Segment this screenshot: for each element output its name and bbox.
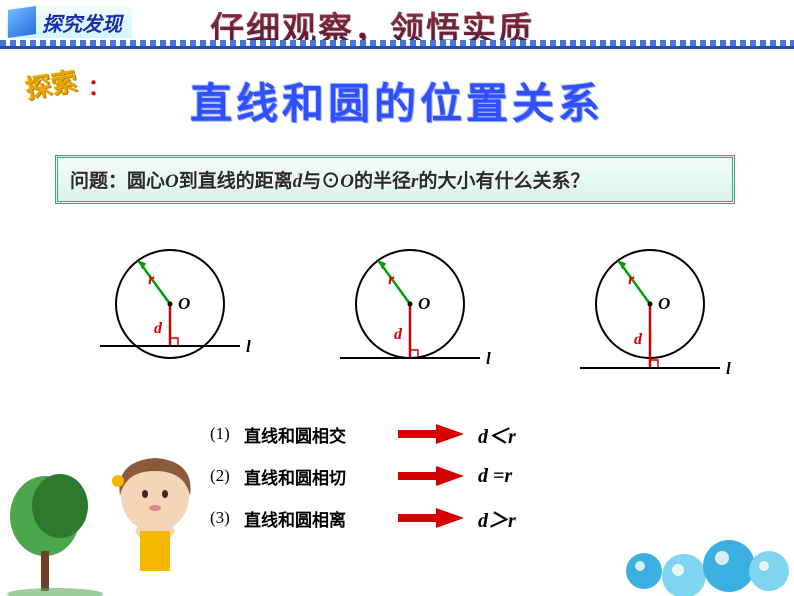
q-mid2: 与⊙ bbox=[302, 171, 340, 192]
header-bar: 探究发现 仔细观察，领悟实质 bbox=[0, 0, 794, 50]
relations-list: (1) 直线和圆相交 d＜r (2) 直线和圆相切 d =r (3) 直线和圆相… bbox=[210, 420, 516, 546]
svg-text:l: l bbox=[726, 359, 731, 378]
svg-text:O: O bbox=[658, 294, 670, 313]
diagram-separate: r d O l bbox=[550, 230, 750, 390]
relation-text: 直线和圆相离 bbox=[244, 506, 384, 531]
q-mid3: 的半径 bbox=[354, 171, 411, 192]
svg-text:d: d bbox=[634, 331, 643, 348]
question-box: 问题：圆心O到直线的距离d与⊙O的半径r的大小有什么关系？ bbox=[55, 155, 735, 204]
girl-icon bbox=[100, 446, 210, 576]
relation-text: 直线和圆相切 bbox=[244, 464, 384, 489]
arrow-icon bbox=[396, 464, 466, 488]
relation-row: (1) 直线和圆相交 d＜r bbox=[210, 420, 516, 448]
q-prefix: 问题：圆心 bbox=[70, 171, 165, 192]
badge: 探究发现 bbox=[6, 6, 132, 38]
relation-formula: d =r bbox=[478, 465, 512, 488]
cube-icon bbox=[8, 6, 36, 38]
q-mid1: 到直线的距离 bbox=[179, 171, 293, 192]
tree-icon bbox=[5, 466, 105, 596]
q-d: d bbox=[293, 171, 303, 192]
ruler-underline bbox=[0, 46, 794, 49]
q-O2: O bbox=[340, 171, 354, 192]
svg-text:r: r bbox=[148, 271, 155, 288]
arrow-icon bbox=[396, 422, 466, 446]
subtitle: 直线和圆的位置关系 bbox=[190, 70, 604, 131]
badge-text: 探究发现 bbox=[42, 8, 122, 37]
svg-text:O: O bbox=[178, 294, 190, 313]
diagram-row: r d O l r d O l r d O l bbox=[70, 230, 750, 390]
relation-formula: d＞r bbox=[478, 504, 516, 533]
svg-text:l: l bbox=[246, 337, 251, 356]
svg-text:d: d bbox=[154, 320, 163, 337]
relation-num: (1) bbox=[210, 424, 244, 444]
svg-text:r: r bbox=[388, 271, 395, 288]
arrow-icon bbox=[396, 506, 466, 530]
relation-row: (3) 直线和圆相离 d＞r bbox=[210, 504, 516, 532]
relation-num: (2) bbox=[210, 466, 244, 486]
q-suffix: 的大小有什么关系？ bbox=[418, 171, 589, 192]
diagram-tangent: r d O l bbox=[310, 230, 510, 390]
svg-text:l: l bbox=[486, 349, 491, 368]
relation-formula: d＜r bbox=[478, 420, 516, 449]
explore-colon: ： bbox=[88, 70, 110, 102]
q-O: O bbox=[165, 171, 179, 192]
relation-text: 直线和圆相交 bbox=[244, 422, 384, 447]
relation-row: (2) 直线和圆相切 d =r bbox=[210, 462, 516, 490]
bubbles-icon bbox=[614, 506, 794, 596]
explore-label: 探索 bbox=[22, 61, 80, 106]
svg-text:O: O bbox=[418, 294, 430, 313]
relation-num: (3) bbox=[210, 508, 244, 528]
svg-text:d: d bbox=[394, 326, 403, 343]
diagram-intersect: r d O l bbox=[70, 230, 270, 390]
svg-text:r: r bbox=[628, 271, 635, 288]
